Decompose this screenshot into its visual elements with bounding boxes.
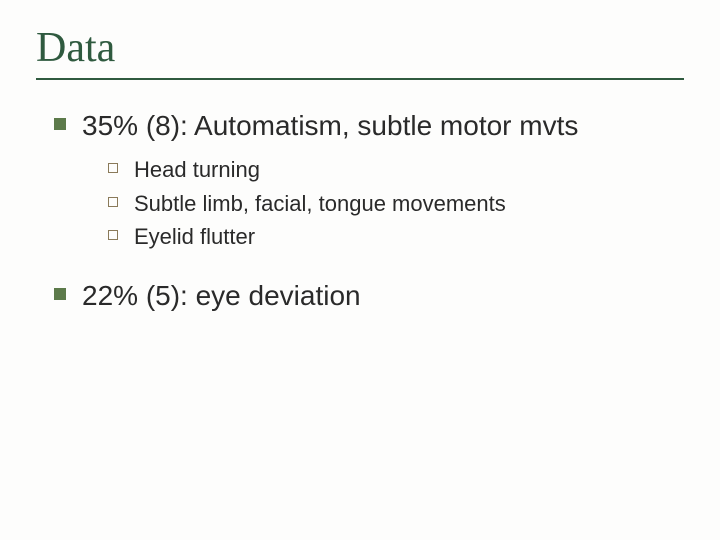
bullet-text: 22% (5): eye deviation bbox=[82, 278, 361, 313]
hollow-square-icon bbox=[108, 197, 118, 207]
bullet-text: 35% (8): Automatism, subtle motor mvts bbox=[82, 108, 578, 143]
sub-list-1: Head turning Subtle limb, facial, tongue… bbox=[108, 155, 684, 252]
hollow-square-icon bbox=[108, 163, 118, 173]
bullet-item-2: 22% (5): eye deviation bbox=[54, 278, 684, 313]
sub-bullet-text: Head turning bbox=[134, 155, 260, 185]
sub-bullet-text: Eyelid flutter bbox=[134, 222, 255, 252]
sub-bullet-item: Head turning bbox=[108, 155, 684, 185]
bullet-item-1: 35% (8): Automatism, subtle motor mvts bbox=[54, 108, 684, 143]
hollow-square-icon bbox=[108, 230, 118, 240]
square-bullet-icon bbox=[54, 288, 66, 300]
slide-title: Data bbox=[36, 24, 684, 72]
square-bullet-icon bbox=[54, 118, 66, 130]
sub-bullet-text: Subtle limb, facial, tongue movements bbox=[134, 189, 506, 219]
sub-bullet-item: Subtle limb, facial, tongue movements bbox=[108, 189, 684, 219]
slide: Data 35% (8): Automatism, subtle motor m… bbox=[0, 0, 720, 540]
title-underline bbox=[36, 78, 684, 80]
sub-bullet-item: Eyelid flutter bbox=[108, 222, 684, 252]
